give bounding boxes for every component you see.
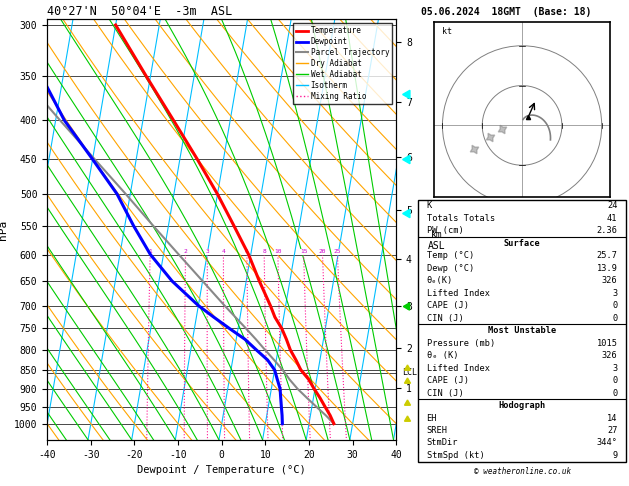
Text: 27: 27 [607,426,618,435]
Text: 24: 24 [607,201,618,210]
Text: Temp (°C): Temp (°C) [426,251,474,260]
Text: Surface: Surface [504,239,540,248]
Text: 1015: 1015 [596,339,618,347]
Text: 8: 8 [262,249,266,254]
Text: 10: 10 [274,249,282,254]
Text: kt: kt [442,27,452,36]
Text: 2.36: 2.36 [596,226,618,235]
Text: CIN (J): CIN (J) [426,313,464,323]
Text: Hodograph: Hodograph [498,401,546,410]
Text: SREH: SREH [426,426,448,435]
Legend: Temperature, Dewpoint, Parcel Trajectory, Dry Adiabat, Wet Adiabat, Isotherm, Mi: Temperature, Dewpoint, Parcel Trajectory… [293,23,392,104]
Text: 40°27'N  50°04'E  -3m  ASL: 40°27'N 50°04'E -3m ASL [47,5,233,18]
Text: K: K [426,201,432,210]
Text: 20: 20 [319,249,326,254]
Text: 14: 14 [607,414,618,422]
Text: 25: 25 [333,249,341,254]
Text: 4: 4 [221,249,225,254]
Text: 0: 0 [612,376,618,385]
X-axis label: Dewpoint / Temperature (°C): Dewpoint / Temperature (°C) [137,465,306,475]
Text: LCL: LCL [402,368,417,378]
Text: StmSpd (kt): StmSpd (kt) [426,451,484,460]
Text: 0: 0 [612,313,618,323]
Y-axis label: hPa: hPa [0,220,8,240]
Text: 41: 41 [607,214,618,223]
Text: 0: 0 [612,301,618,310]
Text: CAPE (J): CAPE (J) [426,301,469,310]
Text: 9: 9 [612,451,618,460]
Text: θₑ (K): θₑ (K) [426,351,458,360]
Text: 1: 1 [148,249,152,254]
Y-axis label: km
ASL: km ASL [428,230,446,251]
Text: CAPE (J): CAPE (J) [426,376,469,385]
Text: 3: 3 [206,249,209,254]
Text: 326: 326 [602,351,618,360]
Text: 6: 6 [245,249,249,254]
Text: 25.7: 25.7 [596,251,618,260]
Text: 2: 2 [184,249,187,254]
Text: Dewp (°C): Dewp (°C) [426,264,474,273]
Text: StmDir: StmDir [426,438,458,448]
Text: 3: 3 [612,364,618,373]
Text: Totals Totals: Totals Totals [426,214,495,223]
Text: CIN (J): CIN (J) [426,388,464,398]
Text: 05.06.2024  18GMT  (Base: 18): 05.06.2024 18GMT (Base: 18) [421,7,592,17]
Text: 3: 3 [612,289,618,297]
Text: PW (cm): PW (cm) [426,226,464,235]
Text: 344°: 344° [596,438,618,448]
Text: © weatheronline.co.uk: © weatheronline.co.uk [474,467,571,476]
Text: 0: 0 [612,388,618,398]
Text: Pressure (mb): Pressure (mb) [426,339,495,347]
Text: Lifted Index: Lifted Index [426,289,489,297]
Text: 13.9: 13.9 [596,264,618,273]
Text: Lifted Index: Lifted Index [426,364,489,373]
Text: 15: 15 [300,249,308,254]
Text: θₑ(K): θₑ(K) [426,276,453,285]
Text: Most Unstable: Most Unstable [488,326,556,335]
Text: EH: EH [426,414,437,422]
Text: 326: 326 [602,276,618,285]
